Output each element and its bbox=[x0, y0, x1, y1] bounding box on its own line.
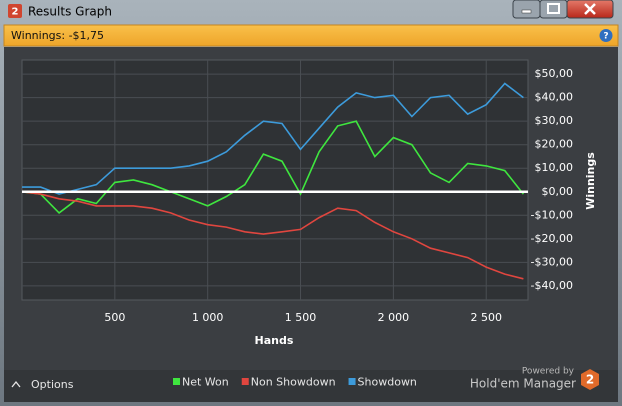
legend-swatch bbox=[173, 378, 180, 385]
close-icon bbox=[584, 3, 596, 15]
brand-name: Hold'em Manager bbox=[470, 377, 576, 391]
y-tick-label: -$30,00 bbox=[531, 255, 573, 268]
app-icon bbox=[8, 4, 22, 18]
series-line bbox=[22, 82, 524, 195]
y-tick-label: -$20,00 bbox=[531, 232, 573, 245]
series-line bbox=[21, 191, 524, 280]
maximize-icon bbox=[547, 3, 560, 14]
options-arrow bbox=[11, 380, 21, 388]
y-tick-label: $40,00 bbox=[535, 91, 574, 104]
legend-label: Net Won bbox=[182, 376, 229, 389]
legend-label: Non Showdown bbox=[251, 376, 336, 389]
powered-by: Powered by bbox=[522, 367, 575, 377]
x-tick-label: 2 000 bbox=[378, 311, 410, 324]
y-tick-label: -$40,00 bbox=[531, 279, 573, 292]
y-tick-label: $20,00 bbox=[535, 138, 574, 151]
help-label: ? bbox=[603, 32, 608, 42]
minimize-button[interactable] bbox=[512, 0, 541, 19]
legend-swatch bbox=[241, 378, 249, 385]
legend-swatch bbox=[348, 378, 356, 385]
y-tick-label: -$10,00 bbox=[531, 208, 573, 221]
window-buttons[interactable] bbox=[512, 0, 614, 19]
minimize-icon bbox=[521, 9, 532, 14]
y-tick-label: $30,00 bbox=[535, 114, 574, 127]
x-tick-label: 1 500 bbox=[285, 311, 317, 324]
x-axis-label: Hands bbox=[255, 334, 294, 347]
x-tick-label: 1 000 bbox=[192, 311, 224, 324]
window-title: Results Graph bbox=[28, 5, 112, 19]
maximize-button[interactable] bbox=[539, 0, 568, 19]
help-button[interactable] bbox=[599, 29, 613, 42]
x-tick-label: 500 bbox=[104, 311, 125, 324]
x-tick-label: 2 500 bbox=[470, 311, 502, 324]
options-button[interactable]: Options bbox=[31, 378, 74, 391]
y-tick-label: $10,00 bbox=[535, 161, 574, 174]
y-tick-label: $50,00 bbox=[535, 67, 574, 80]
brand-logo-label: 2 bbox=[586, 373, 594, 387]
y-axis-label: Winnings bbox=[584, 152, 597, 210]
legend-label: Showdown bbox=[358, 376, 417, 389]
winnings-bar bbox=[3, 24, 619, 47]
app-icon-label: 2 bbox=[12, 7, 19, 18]
footer-bar bbox=[4, 370, 618, 402]
brand-logo bbox=[581, 369, 599, 390]
y-tick-label: $0,00 bbox=[542, 185, 574, 198]
winnings-summary: Winnings: -$1,75 bbox=[11, 29, 104, 42]
